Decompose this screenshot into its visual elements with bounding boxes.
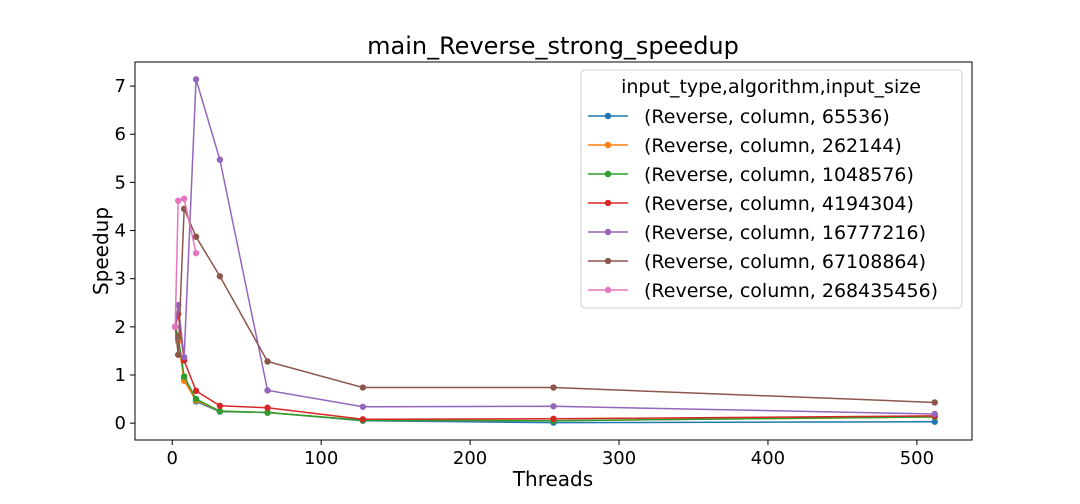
data-point (931, 418, 938, 425)
plot-frame (134, 61, 973, 441)
legend-label: (Reverse, column, 262144) (644, 135, 902, 157)
data-point (264, 409, 271, 416)
x-tick-label: 100 (304, 448, 338, 469)
legend-entry: (Reverse, column, 65536) (588, 106, 890, 128)
data-point (216, 402, 224, 410)
y-axis-ticks: 0 1 2 3 4 5 6 7 (115, 76, 135, 434)
plot-series (172, 76, 938, 426)
y-tick-label: 5 (115, 172, 126, 193)
legend-entry: (Reverse, column, 4194304) (588, 193, 914, 215)
legend-entry: (Reverse, column, 262144) (588, 135, 902, 157)
legend-label: (Reverse, column, 268435456) (644, 280, 938, 302)
x-axis-label: Threads (512, 467, 593, 491)
data-point (359, 416, 367, 423)
y-tick-label: 6 (115, 124, 126, 145)
data-point (192, 387, 200, 395)
y-tick-label: 1 (115, 365, 126, 386)
y-tick-label: 2 (115, 317, 126, 338)
data-point (216, 407, 224, 415)
data-point (550, 384, 557, 391)
legend-label: (Reverse, column, 67108864) (644, 251, 926, 273)
x-tick-label: 200 (453, 448, 487, 469)
data-point (192, 233, 200, 240)
data-point (359, 384, 367, 391)
data-point (180, 373, 188, 380)
y-tick-label: 4 (115, 221, 126, 242)
legend: input_type,algorithm,input_size (Reverse… (580, 69, 963, 309)
legend-label: (Reverse, column, 16777216) (644, 222, 926, 244)
legend-label: (Reverse, column, 65536) (644, 106, 890, 128)
x-tick-label: 400 (751, 448, 785, 469)
data-point (931, 410, 938, 418)
data-point (931, 399, 938, 406)
data-point (180, 353, 188, 361)
data-point (216, 273, 224, 280)
data-point (550, 403, 557, 410)
data-point (172, 323, 179, 331)
data-point (174, 197, 182, 204)
legend-entry: (Reverse, column, 1048576) (588, 164, 914, 186)
x-tick-label: 0 (167, 448, 178, 469)
legend-entry: (Reverse, column, 16777216) (588, 222, 926, 244)
legend-label: (Reverse, column, 1048576) (644, 164, 914, 186)
data-point (264, 404, 271, 411)
chart-title: main_Reverse_strong_speedup (367, 32, 739, 60)
x-axis-ticks: 0 100 200 300 400 500 (167, 440, 934, 469)
legend-marker (604, 199, 612, 207)
legend-marker (604, 112, 612, 120)
legend-title: input_type,algorithm,input_size (621, 76, 921, 98)
series-6 (172, 195, 200, 331)
x-tick-label: 300 (602, 448, 636, 469)
data-point (180, 195, 188, 202)
data-point (264, 358, 271, 365)
data-point (192, 76, 200, 83)
data-point (550, 415, 557, 423)
data-point (192, 249, 200, 257)
legend-label: (Reverse, column, 4194304) (644, 193, 914, 215)
legend-entry: (Reverse, column, 67108864) (588, 251, 926, 273)
legend-entries: (Reverse, column, 65536) (Reverse, column… (588, 106, 938, 302)
data-point (192, 395, 200, 403)
y-tick-label: 7 (115, 76, 126, 97)
legend-marker (604, 141, 612, 149)
legend-marker (604, 228, 612, 236)
legend-entry: (Reverse, column, 268435456) (588, 280, 938, 302)
data-point (174, 351, 182, 358)
y-tick-label: 3 (115, 269, 126, 290)
data-point (264, 387, 271, 394)
y-tick-label: 0 (115, 413, 126, 434)
legend-marker (604, 170, 612, 178)
x-tick-label: 500 (900, 448, 934, 469)
data-point (216, 156, 224, 163)
data-point (359, 403, 367, 410)
legend-marker (604, 257, 612, 265)
legend-marker (604, 286, 612, 294)
y-axis-label: Speedup (89, 207, 113, 295)
legend-box (580, 69, 963, 309)
